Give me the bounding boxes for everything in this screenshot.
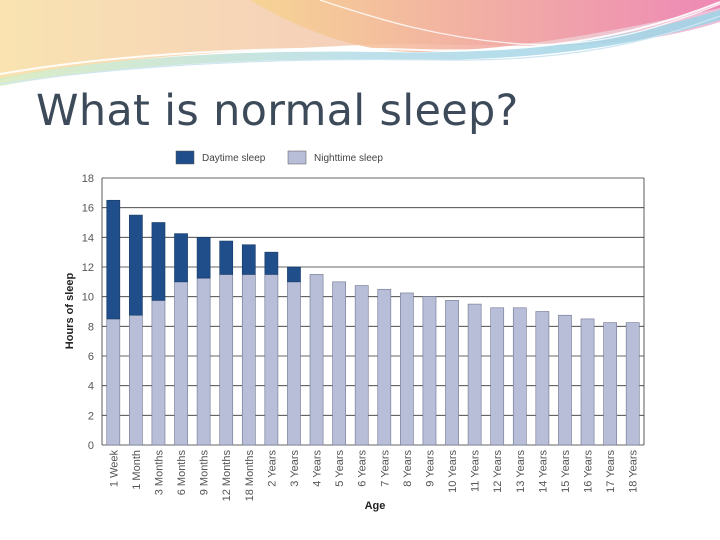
bar-nighttime [467, 303, 482, 446]
y-tick-label: 0 [88, 440, 94, 452]
x-tick-label: 2 Years [266, 450, 278, 487]
bar-nighttime [287, 281, 301, 446]
x-tick-label: 1 Week [108, 450, 120, 488]
bar-daytime [287, 266, 301, 283]
y-tick-label: 10 [82, 292, 94, 304]
bar-nighttime [377, 288, 392, 446]
x-tick-label: 6 Years [357, 450, 369, 487]
bar-nighttime [106, 318, 121, 446]
bar-nighttime [309, 274, 324, 446]
bar-nighttime [129, 314, 143, 446]
bar-daytime [174, 233, 188, 283]
bar-nighttime [151, 300, 166, 446]
bar-nighttime [354, 285, 369, 446]
y-tick-label: 6 [88, 351, 94, 363]
x-tick-label: 9 Years [424, 450, 436, 487]
y-tick-label: 18 [82, 173, 94, 185]
bar-nighttime [264, 274, 279, 446]
legend-label-nighttime: Nighttime sleep [314, 153, 383, 164]
bar-nighttime [625, 322, 640, 446]
bar-nighttime [196, 277, 211, 446]
y-tick-label: 8 [88, 321, 94, 333]
bar-nighttime [422, 296, 437, 446]
legend-swatch-daytime [175, 150, 195, 165]
x-tick-label: 18 Years [628, 450, 640, 493]
x-tick-label: 14 Years [537, 450, 549, 493]
bar-daytime [196, 237, 211, 279]
bar-nighttime [219, 274, 234, 446]
bar-daytime [129, 214, 143, 316]
x-tick-label: 6 Months [176, 450, 188, 496]
bar-nighttime [580, 318, 595, 446]
bar-nighttime [400, 292, 414, 446]
bar-nighttime [603, 322, 617, 446]
bar-daytime [219, 240, 234, 275]
y-tick-label: 14 [82, 232, 94, 244]
bar-daytime [241, 244, 256, 275]
y-axis-title: Hours of sleep [64, 273, 76, 350]
x-tick-label: 1 Month [131, 450, 143, 490]
bar-nighttime [241, 274, 256, 446]
x-tick-label: 11 Years [470, 450, 482, 493]
decorative-banner [0, 0, 720, 86]
bar-daytime [264, 251, 279, 275]
y-tick-label: 12 [82, 262, 94, 274]
x-tick-label: 18 Months [244, 450, 256, 502]
y-tick-label: 16 [82, 203, 94, 215]
x-axis-title: Age [365, 500, 386, 512]
sleep-chart: Daytime sleep Nighttime sleep 0 2 4 6 8 10 12 14 1… [60, 145, 652, 517]
x-tick-label: 8 Years [402, 450, 414, 487]
x-tick-label: 7 Years [379, 450, 391, 487]
y-tick-label: 2 [88, 410, 94, 422]
bar-nighttime [490, 307, 505, 446]
x-tick-label: 13 Years [515, 450, 527, 493]
bar-nighttime [558, 314, 572, 446]
slide-title: What is normal sleep? [36, 86, 519, 136]
legend-label-daytime: Daytime sleep [202, 153, 266, 164]
bar-daytime [106, 199, 121, 320]
x-tick-label: 16 Years [583, 450, 595, 493]
x-tick-label: 9 Months [199, 450, 211, 496]
bar-daytime [151, 222, 166, 301]
bar-nighttime [445, 300, 459, 446]
bar-nighttime [535, 311, 550, 446]
x-tick-label: 15 Years [560, 450, 572, 493]
x-tick-label: 3 Months [153, 450, 165, 496]
x-tick-label: 5 Years [334, 450, 346, 487]
x-tick-label: 12 Months [221, 450, 233, 502]
x-tick-label: 4 Years [312, 450, 324, 487]
x-tick-label: 10 Years [447, 450, 459, 493]
x-tick-label: 17 Years [605, 450, 617, 493]
bar-nighttime [332, 281, 346, 446]
y-tick-label: 4 [88, 381, 94, 393]
legend-swatch-nighttime [287, 150, 307, 165]
bar-nighttime [512, 307, 527, 446]
sleep-chart-svg: Daytime sleep Nighttime sleep 0 2 4 6 8 10 12 14 1… [64, 150, 645, 512]
x-tick-label: 3 Years [289, 450, 301, 487]
bar-nighttime [174, 281, 188, 446]
x-tick-label: 12 Years [492, 450, 504, 493]
